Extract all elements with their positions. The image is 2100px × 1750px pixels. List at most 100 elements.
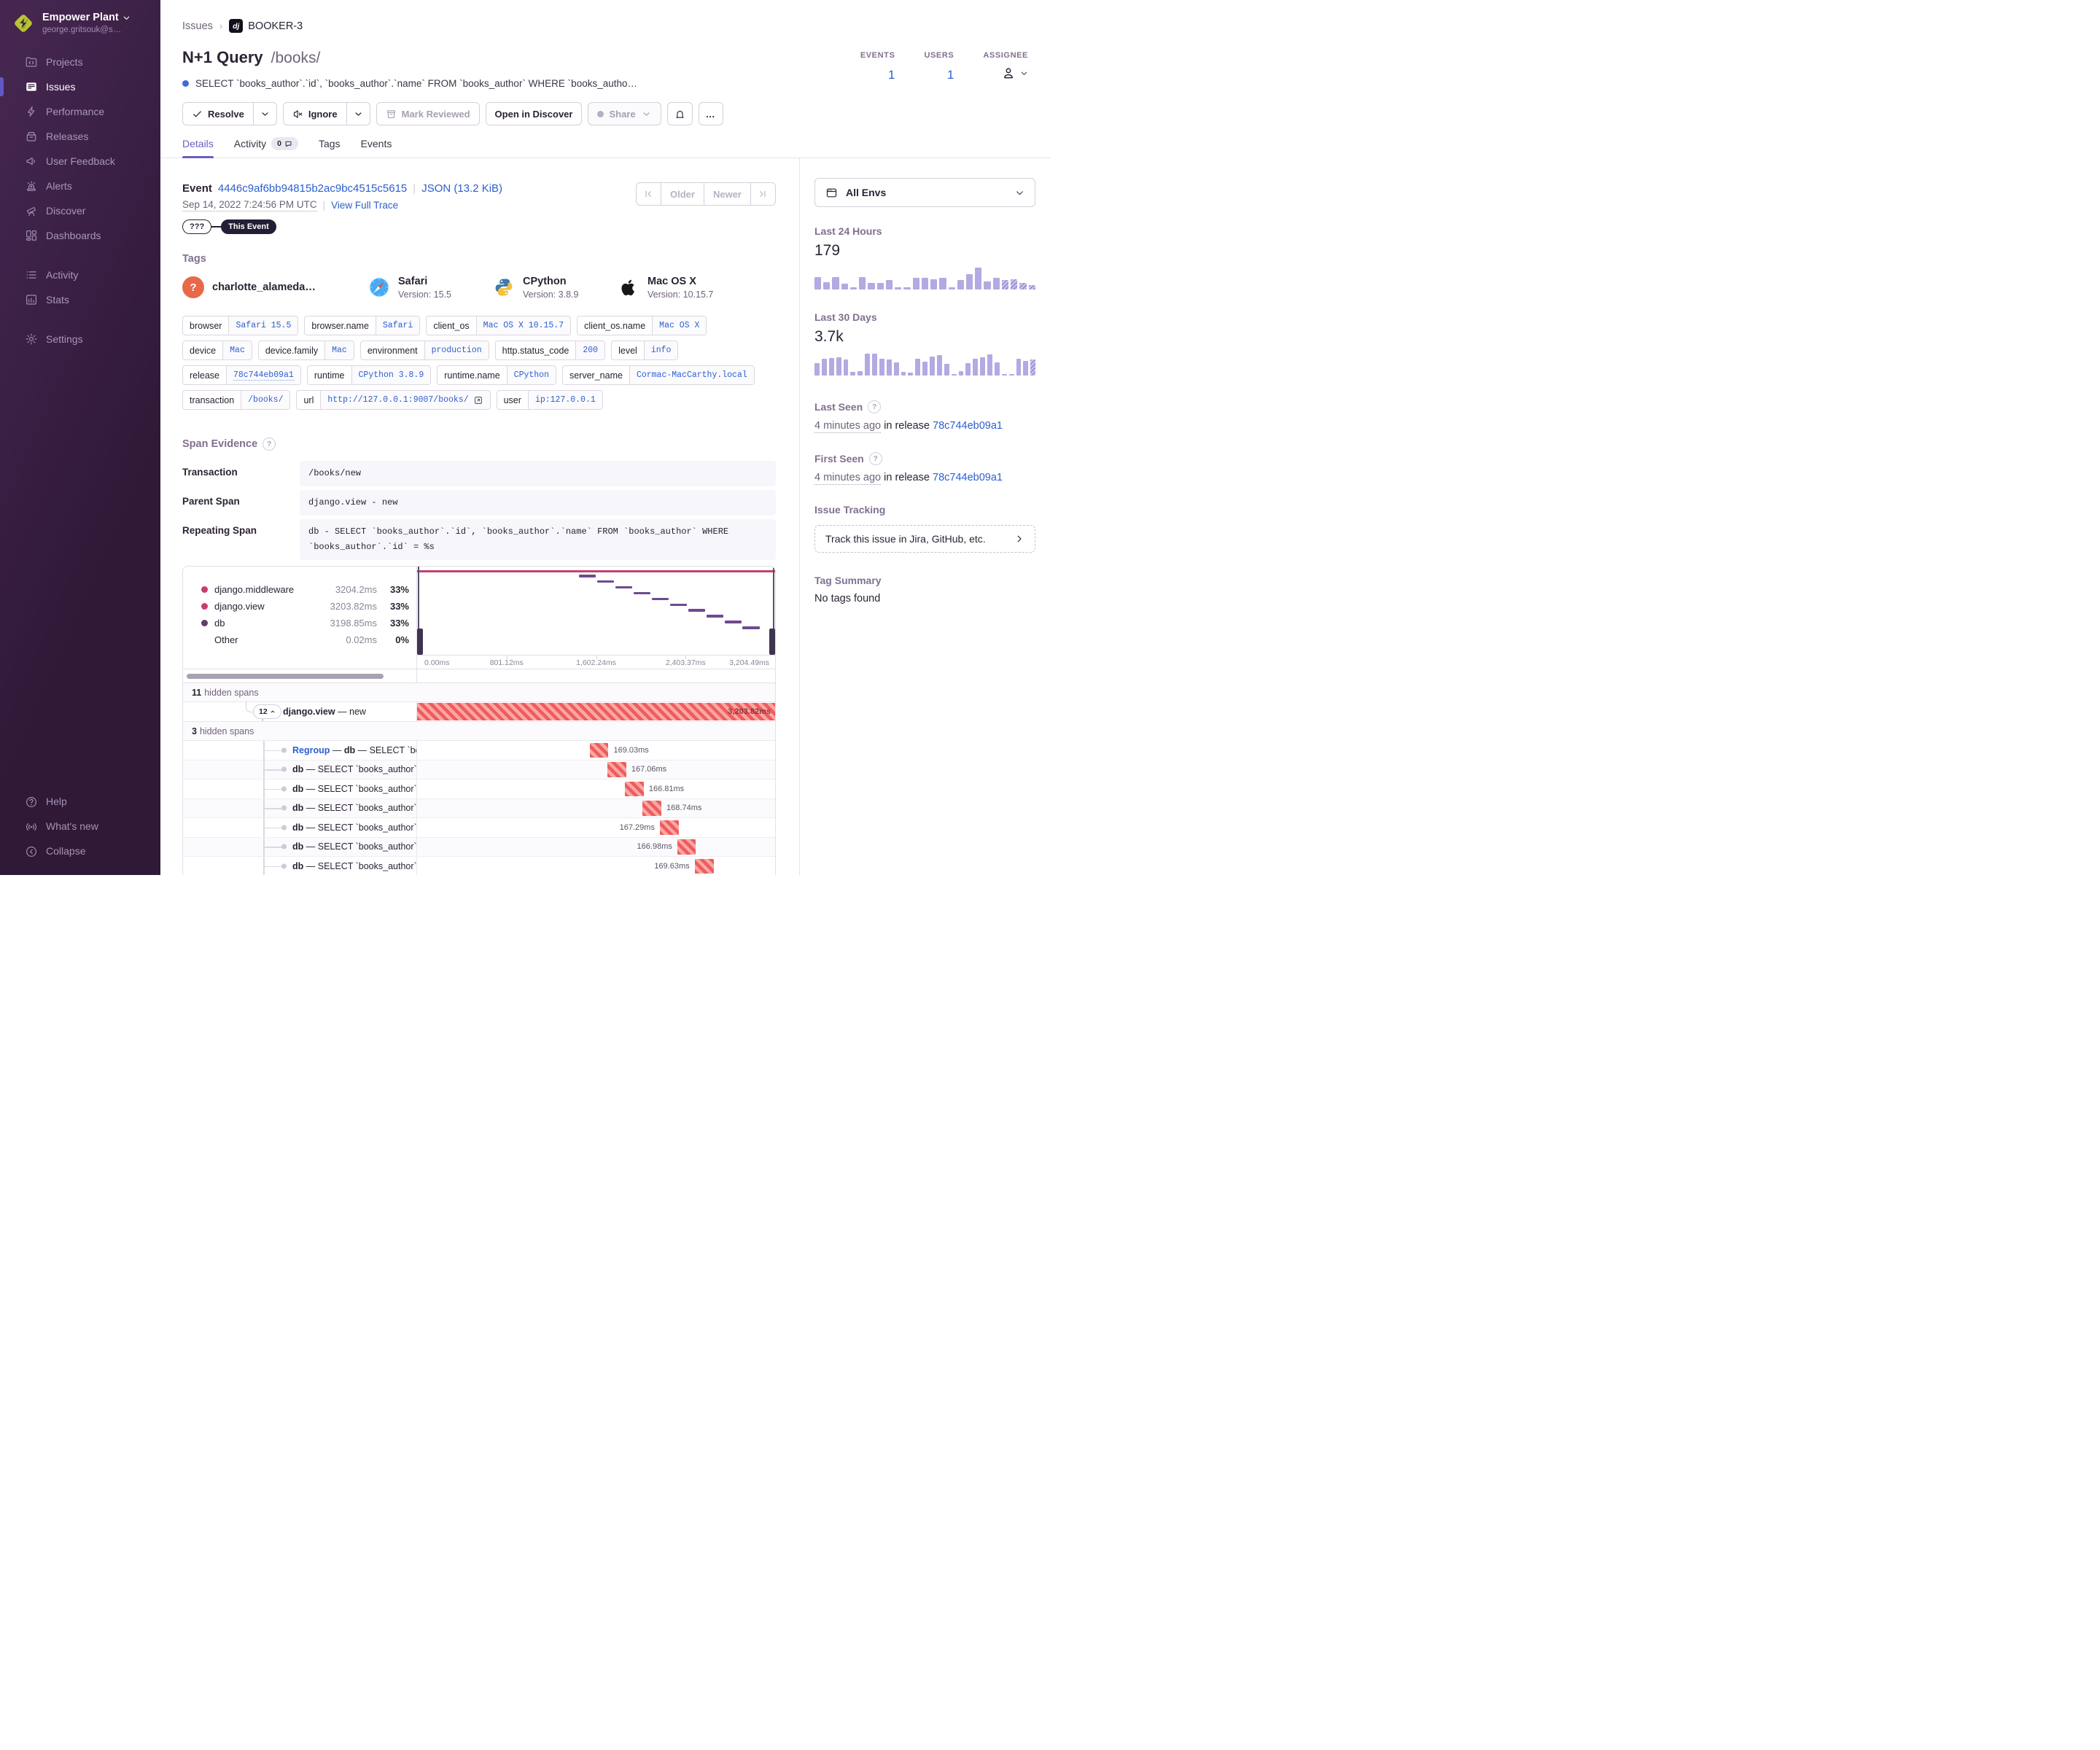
sidebar-item-projects[interactable]: Projects bbox=[0, 50, 160, 74]
sidebar-item-alerts[interactable]: Alerts bbox=[0, 174, 160, 198]
hidden-spans-row-mid[interactable]: 3 hidden spans bbox=[183, 722, 775, 741]
minimap-left-handle[interactable] bbox=[417, 567, 424, 655]
sidebar-item-stats[interactable]: Stats bbox=[0, 287, 160, 312]
span-duration-bar[interactable] bbox=[677, 839, 696, 855]
event-timestamp[interactable]: Sep 14, 2022 7:24:56 PM UTC bbox=[182, 199, 317, 211]
tag-value-link[interactable]: ip:127.0.0.1 bbox=[527, 391, 602, 409]
sidebar-item-dashboards[interactable]: Dashboards bbox=[0, 223, 160, 248]
tag-value-link[interactable]: CPython bbox=[506, 366, 556, 384]
span-duration-bar[interactable] bbox=[607, 762, 626, 777]
org-switcher[interactable]: Empower Plant george.gritsouk@s… bbox=[0, 10, 160, 50]
span-duration-bar[interactable] bbox=[642, 801, 662, 816]
releases-icon bbox=[25, 130, 38, 143]
span-duration-bar[interactable] bbox=[625, 781, 644, 796]
first-seen-heading: First Seen? bbox=[814, 452, 1035, 465]
parent-span-row[interactable]: 12 django.view — new 3,203.82ms bbox=[183, 702, 775, 722]
oldest-event-button[interactable] bbox=[636, 182, 661, 206]
span-row[interactable]: db — SELECT `books_author`.`id`, `books_… bbox=[183, 837, 775, 857]
issue-message: SELECT `books_author`.`id`, `books_autho… bbox=[195, 78, 637, 89]
sidebar-item-whats-new[interactable]: What's new bbox=[0, 814, 160, 839]
users-count[interactable]: 1 bbox=[946, 68, 954, 82]
span-row[interactable]: db — SELECT `books_author`.`id`, `books_… bbox=[183, 857, 775, 875]
span-row[interactable]: db — SELECT `books_author`.`id`, `books_… bbox=[183, 779, 775, 799]
span-row[interactable]: Regroup — db — SELECT `books_author`.`id… bbox=[183, 741, 775, 761]
help-question-icon[interactable]: ? bbox=[262, 438, 276, 451]
tag-value-link[interactable]: Mac bbox=[222, 341, 252, 359]
hidden-spans-row-top[interactable]: 11 hidden spans bbox=[183, 683, 775, 702]
last-24h-chart[interactable] bbox=[814, 266, 1035, 289]
tag-value-link[interactable]: http://127.0.0.1:9007/books/ bbox=[320, 391, 490, 409]
tag-value-link[interactable]: production bbox=[424, 341, 489, 359]
external-link-icon[interactable] bbox=[473, 395, 483, 405]
django-project-icon: dj bbox=[229, 19, 244, 33]
assignee-selector[interactable] bbox=[983, 66, 1028, 80]
minimap-right-handle[interactable] bbox=[769, 567, 775, 655]
horizontal-scrollbar[interactable] bbox=[187, 673, 384, 679]
span-duration-bar[interactable] bbox=[589, 742, 609, 758]
track-issue-button[interactable]: Track this issue in Jira, GitHub, etc. bbox=[814, 525, 1035, 553]
tag-value-link[interactable]: Safari bbox=[375, 316, 420, 335]
last-seen-release-link[interactable]: 78c744eb09a1 bbox=[933, 420, 1003, 432]
tag-value-link[interactable]: 78c744eb09a1 bbox=[226, 366, 300, 384]
ignore-dropdown-button[interactable] bbox=[346, 102, 370, 125]
tag-value-link[interactable]: Mac OS X bbox=[652, 316, 707, 335]
span-group-toggle[interactable]: 12 bbox=[253, 704, 281, 719]
event-id-link[interactable]: 4446c9af6bb94815b2ac9bc4515c5615 bbox=[217, 182, 408, 195]
breadcrumb-issues[interactable]: Issues bbox=[182, 20, 213, 32]
sidebar-item-collapse[interactable]: Collapse bbox=[0, 839, 160, 863]
parent-span-bar[interactable]: 3,203.82ms bbox=[417, 703, 775, 720]
histogram-bar bbox=[865, 354, 870, 376]
sidebar-item-discover[interactable]: Discover bbox=[0, 198, 160, 223]
tab-details[interactable]: Details bbox=[182, 137, 214, 158]
last-30d-chart[interactable] bbox=[814, 352, 1036, 376]
sidebar-item-performance[interactable]: Performance bbox=[0, 99, 160, 124]
more-actions-button[interactable]: … bbox=[698, 102, 723, 125]
tab-tags[interactable]: Tags bbox=[318, 138, 341, 149]
resolve-dropdown-button[interactable] bbox=[253, 102, 277, 125]
newest-event-button[interactable] bbox=[751, 182, 776, 206]
tag-value-link[interactable]: Safari 15.5 bbox=[228, 316, 298, 335]
ignore-button[interactable]: Ignore bbox=[282, 102, 347, 125]
tag-value-link[interactable]: Mac OS X 10.15.7 bbox=[475, 316, 571, 335]
span-row[interactable]: db — SELECT `books_author`.`id`, `books_… bbox=[183, 798, 775, 818]
span-duration-bar[interactable] bbox=[659, 820, 679, 835]
tag-value-link[interactable]: info bbox=[643, 341, 678, 359]
events-count[interactable]: 1 bbox=[887, 68, 895, 82]
last-seen-ago[interactable]: 4 minutes ago bbox=[814, 420, 882, 433]
tab-events[interactable]: Events bbox=[360, 138, 392, 149]
tag-pills: browser Safari 15.5 browser.name Safari clie… bbox=[182, 316, 776, 410]
first-seen-ago[interactable]: 4 minutes ago bbox=[814, 472, 882, 485]
tag-value-link[interactable]: Mac bbox=[324, 341, 354, 359]
newer-event-button[interactable]: Newer bbox=[704, 182, 751, 206]
span-duration-bar[interactable] bbox=[694, 858, 714, 874]
sidebar-item-settings[interactable]: Settings bbox=[0, 327, 160, 351]
unknown-event-pill[interactable]: ??? bbox=[182, 219, 212, 234]
minimap-canvas[interactable] bbox=[417, 567, 775, 655]
span-row[interactable]: db — SELECT `books_author`.`id`, `books_… bbox=[183, 818, 775, 838]
tag-pill-url: url http://127.0.0.1:9007/books/ bbox=[296, 390, 491, 410]
sidebar-item-user-feedback[interactable]: User Feedback bbox=[0, 149, 160, 174]
event-json-link[interactable]: JSON (13.2 KiB) bbox=[421, 182, 503, 195]
open-in-discover-button[interactable]: Open in Discover bbox=[485, 102, 583, 125]
tab-activity[interactable]: Activity 0 bbox=[234, 137, 298, 158]
mark-reviewed-button[interactable]: Mark Reviewed bbox=[376, 102, 480, 125]
older-event-button[interactable]: Older bbox=[661, 182, 704, 206]
tag-value-link[interactable]: Cormac-MacCarthy.local bbox=[629, 366, 754, 384]
histogram-bar bbox=[849, 287, 858, 289]
sidebar-item-help[interactable]: Help bbox=[0, 789, 160, 814]
tag-value-link[interactable]: CPython 3.8.9 bbox=[351, 366, 431, 384]
span-row[interactable]: db — SELECT `books_author`.`id`, `books_… bbox=[183, 760, 775, 779]
subscribe-bell-button[interactable] bbox=[666, 102, 693, 125]
first-seen-release-link[interactable]: 78c744eb09a1 bbox=[933, 472, 1003, 483]
share-button[interactable]: Share bbox=[588, 102, 661, 125]
sidebar-item-activity[interactable]: Activity bbox=[0, 262, 160, 287]
help-question-icon[interactable]: ? bbox=[868, 452, 882, 465]
resolve-button[interactable]: Resolve bbox=[182, 102, 254, 125]
tag-value-link[interactable]: /books/ bbox=[241, 391, 290, 409]
tag-value-link[interactable]: 200 bbox=[575, 341, 605, 359]
view-full-trace-link[interactable]: View Full Trace bbox=[331, 200, 399, 211]
environment-filter[interactable]: All Envs bbox=[814, 178, 1035, 207]
help-question-icon[interactable]: ? bbox=[868, 400, 882, 413]
sidebar-item-issues[interactable]: Issues bbox=[0, 74, 160, 99]
sidebar-item-releases[interactable]: Releases bbox=[0, 124, 160, 149]
